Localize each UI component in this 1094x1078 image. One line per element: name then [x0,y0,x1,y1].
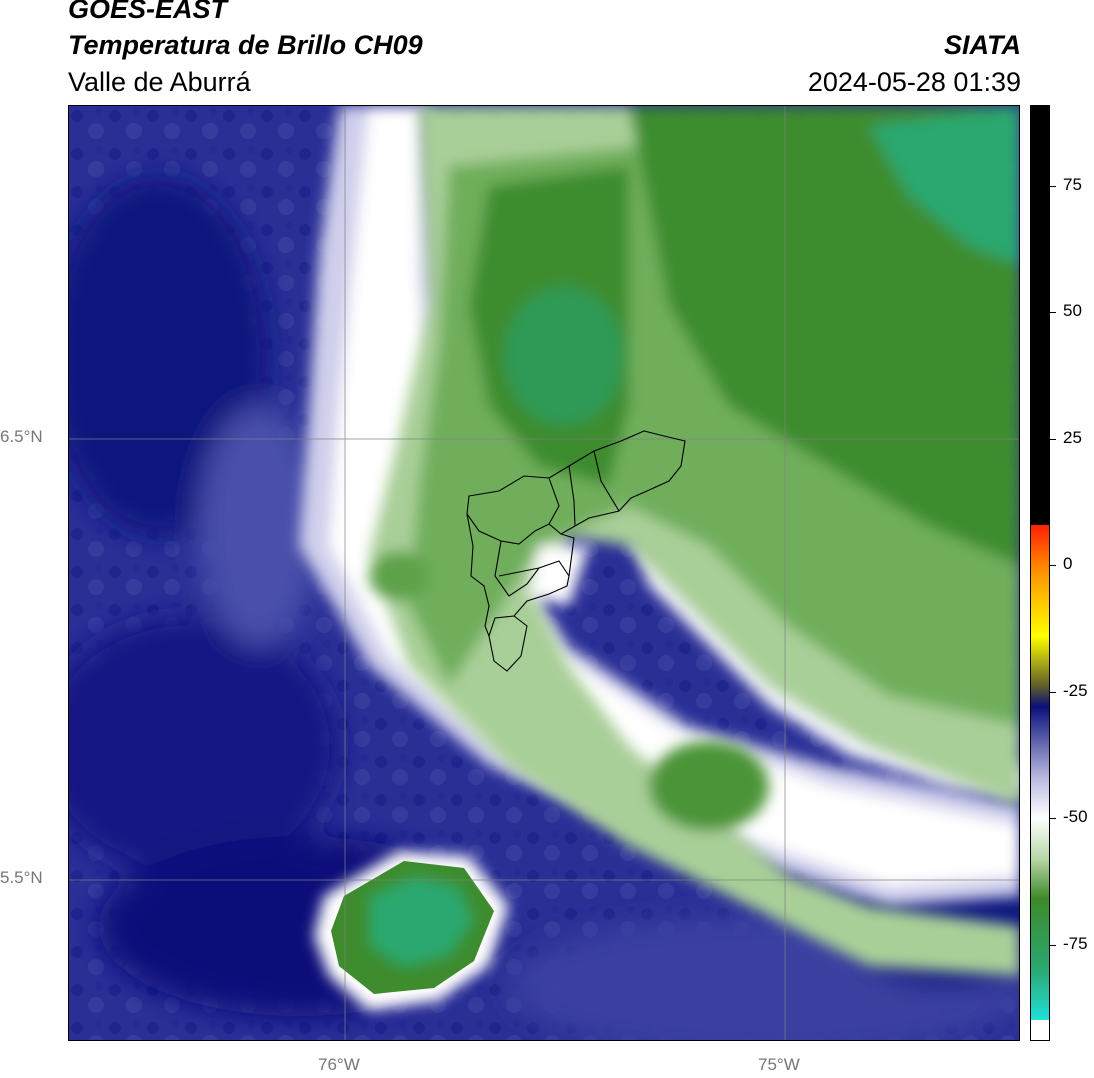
lat-label-6-5n: 6.5°N [0,427,43,446]
colorbar-tick-mark [1050,312,1056,314]
colorbar-tick-mark [1050,691,1056,693]
satellite-title: GOES-EAST [68,0,228,24]
colorbar-tick-mark [1050,185,1056,187]
colorbar-tick-label: -25 [1063,680,1088,700]
organization-title: SIATA [944,30,1021,60]
temperature-colorbar [1030,105,1050,1041]
brightness-temperature-field [69,106,1019,1040]
lon-label-76w: 76°W [318,1055,360,1074]
colorbar-tick-label: 25 [1063,427,1082,447]
colorbar-tick-label: 75 [1063,174,1082,194]
colorbar-tick-label: -75 [1063,933,1088,953]
colorbar-tick-mark [1050,438,1056,440]
colorbar-tick-label: 0 [1063,554,1073,574]
lon-label-75w: 75°W [758,1055,800,1074]
colorbar-tick-mark [1050,565,1056,567]
variable-title: Temperatura de Brillo CH09 [68,30,423,60]
colorbar-tick-label: 50 [1063,301,1082,321]
colorbar-tick-mark [1050,944,1056,946]
colorbar-tick-label: -50 [1063,807,1088,827]
satellite-map[interactable] [68,105,1020,1041]
timestamp: 2024-05-28 01:39 [807,67,1021,97]
municipal-boundaries [466,430,686,672]
region-subtitle: Valle de Aburrá [68,67,251,97]
map-gridlines [69,106,1019,1040]
lat-label-5-5n: 5.5°N [0,868,43,887]
colorbar-tick-mark [1050,818,1056,820]
